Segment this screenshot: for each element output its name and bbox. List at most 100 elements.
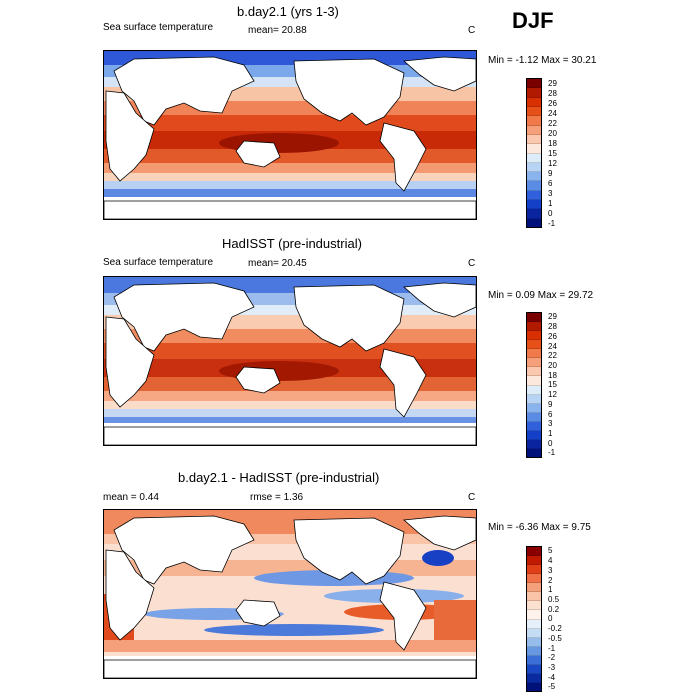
colorbar-swatch bbox=[527, 209, 541, 219]
colorbar-tick-label: 9 bbox=[548, 399, 553, 409]
colorbar-tick-label: 29 bbox=[548, 312, 557, 322]
panel-2-unit-label: C bbox=[468, 258, 476, 269]
colorbar-swatch bbox=[527, 79, 541, 89]
colorbar-swatch bbox=[527, 106, 541, 117]
colorbar-tick-label: -0.5 bbox=[548, 633, 562, 643]
panel-1-mean-label: mean= 20.88 bbox=[248, 25, 307, 36]
colorbar-swatch bbox=[527, 376, 541, 386]
colorbar-tick-label: 22 bbox=[548, 118, 557, 128]
colorbar-tick-label: 3 bbox=[548, 419, 553, 429]
season-label: DJF bbox=[512, 8, 554, 33]
colorbar-swatch bbox=[527, 116, 541, 126]
colorbar-swatch bbox=[527, 125, 541, 135]
colorbar-tick-label: -4 bbox=[548, 672, 556, 682]
colorbar-swatch bbox=[527, 134, 541, 145]
colorbar-swatch bbox=[527, 190, 541, 201]
colorbar-swatch bbox=[527, 331, 541, 341]
colorbar-swatch bbox=[527, 403, 541, 413]
colorbar-swatch bbox=[527, 162, 541, 173]
panel-2-mean-label: mean= 20.45 bbox=[248, 258, 307, 269]
panel-2-title: HadISST (pre-industrial) bbox=[222, 236, 362, 251]
colorbar-swatch bbox=[527, 556, 541, 566]
colorbar-tick-label: 1 bbox=[548, 428, 553, 438]
colorbar-swatch bbox=[527, 619, 541, 629]
colorbar-tick-label: 0 bbox=[548, 614, 553, 624]
colorbar-tick-label: 0.2 bbox=[548, 604, 560, 614]
colorbar-swatch bbox=[527, 574, 541, 584]
colorbar-tick-label: 26 bbox=[548, 98, 557, 108]
colorbar-swatch bbox=[527, 144, 541, 154]
colorbar-tick-label: 18 bbox=[548, 370, 557, 380]
colorbar-tick-label: 1 bbox=[548, 585, 553, 595]
colorbar-swatch bbox=[527, 601, 541, 611]
panel-1-minmax: Min = -1.12 Max = 30.21 bbox=[488, 55, 597, 66]
panel-2-minmax: Min = 0.09 Max = 29.72 bbox=[488, 290, 594, 301]
colorbar-tick-label: -1 bbox=[548, 643, 556, 653]
colorbar-swatch bbox=[527, 592, 541, 602]
colorbar-tick-label: 6 bbox=[548, 409, 553, 419]
colorbar-tick-label: 29 bbox=[548, 78, 557, 88]
panel-3-map bbox=[103, 509, 477, 679]
colorbar-tick-label: 12 bbox=[548, 390, 557, 400]
colorbar-swatch bbox=[527, 358, 541, 368]
colorbar-swatch bbox=[527, 367, 541, 377]
colorbar-tick-label: 9 bbox=[548, 168, 553, 178]
colorbar-swatch bbox=[527, 430, 541, 440]
panel-3-unit-label: C bbox=[468, 492, 476, 503]
colorbar-tick-label: 1 bbox=[548, 198, 553, 208]
colorbar-tick-label: -1 bbox=[548, 448, 556, 458]
colorbar-tick-label: -5 bbox=[548, 682, 556, 692]
colorbar-tick-label: 3 bbox=[548, 565, 553, 575]
colorbar-swatch bbox=[527, 547, 541, 557]
colorbar-swatch bbox=[527, 439, 541, 449]
colorbar-swatch bbox=[527, 200, 541, 210]
colorbar-tick-label: 0 bbox=[548, 208, 553, 218]
colorbar-swatch bbox=[527, 655, 541, 665]
colorbar-swatch bbox=[527, 565, 541, 575]
colorbar-tick-label: 0.5 bbox=[548, 594, 560, 604]
panel-3-title: b.day2.1 - HadISST (pre-industrial) bbox=[178, 470, 380, 485]
colorbar-tick-label: -3 bbox=[548, 662, 556, 672]
colorbar-swatch bbox=[527, 322, 541, 332]
panel-1-map bbox=[103, 50, 477, 220]
panel-2-colorbar-labels: 29 28 26 24 22 20 18 15 12 9 6 3 1 0 -1 bbox=[548, 312, 557, 458]
colorbar-swatch bbox=[527, 448, 541, 457]
colorbar-swatch bbox=[527, 421, 541, 431]
colorbar-tick-label: 28 bbox=[548, 322, 557, 332]
panel-2-map bbox=[103, 276, 477, 446]
panel-3-minmax: Min = -6.36 Max = 9.75 bbox=[488, 522, 591, 533]
colorbar-swatch bbox=[527, 637, 541, 647]
colorbar-swatch bbox=[527, 583, 541, 593]
colorbar-tick-label: 22 bbox=[548, 351, 557, 361]
colorbar-swatch bbox=[527, 412, 541, 422]
colorbar-tick-label: 20 bbox=[548, 360, 557, 370]
colorbar-swatch bbox=[527, 218, 541, 227]
colorbar-tick-label: -2 bbox=[548, 653, 556, 663]
colorbar-tick-label: 26 bbox=[548, 331, 557, 341]
colorbar-swatch bbox=[527, 646, 541, 656]
panel-2-colorbar bbox=[526, 312, 542, 458]
colorbar-tick-label: -1 bbox=[548, 218, 556, 228]
colorbar-swatch bbox=[527, 181, 541, 191]
colorbar-tick-label: 5 bbox=[548, 546, 553, 556]
colorbar-swatch bbox=[527, 349, 541, 359]
colorbar-tick-label: 24 bbox=[548, 341, 557, 351]
colorbar-swatch bbox=[527, 628, 541, 638]
colorbar-swatch bbox=[527, 153, 541, 163]
colorbar-tick-label: 4 bbox=[548, 556, 553, 566]
colorbar-tick-label: 0 bbox=[548, 438, 553, 448]
colorbar-swatch bbox=[527, 682, 541, 691]
colorbar-tick-label: 3 bbox=[548, 188, 553, 198]
colorbar-tick-label: 18 bbox=[548, 138, 557, 148]
colorbar-swatch bbox=[527, 385, 541, 395]
panel-1-colorbar bbox=[526, 78, 542, 228]
colorbar-swatch bbox=[527, 394, 541, 404]
colorbar-tick-label: 12 bbox=[548, 158, 557, 168]
colorbar-tick-label: 15 bbox=[548, 148, 557, 158]
panel-1-unit-label: C bbox=[468, 25, 476, 36]
panel-3-rmse-label: rmse = 1.36 bbox=[250, 492, 304, 503]
panel-1-title: b.day2.1 (yrs 1-3) bbox=[237, 4, 339, 19]
colorbar-tick-label: 20 bbox=[548, 128, 557, 138]
panel-3-colorbar bbox=[526, 546, 542, 692]
colorbar-swatch bbox=[527, 313, 541, 323]
